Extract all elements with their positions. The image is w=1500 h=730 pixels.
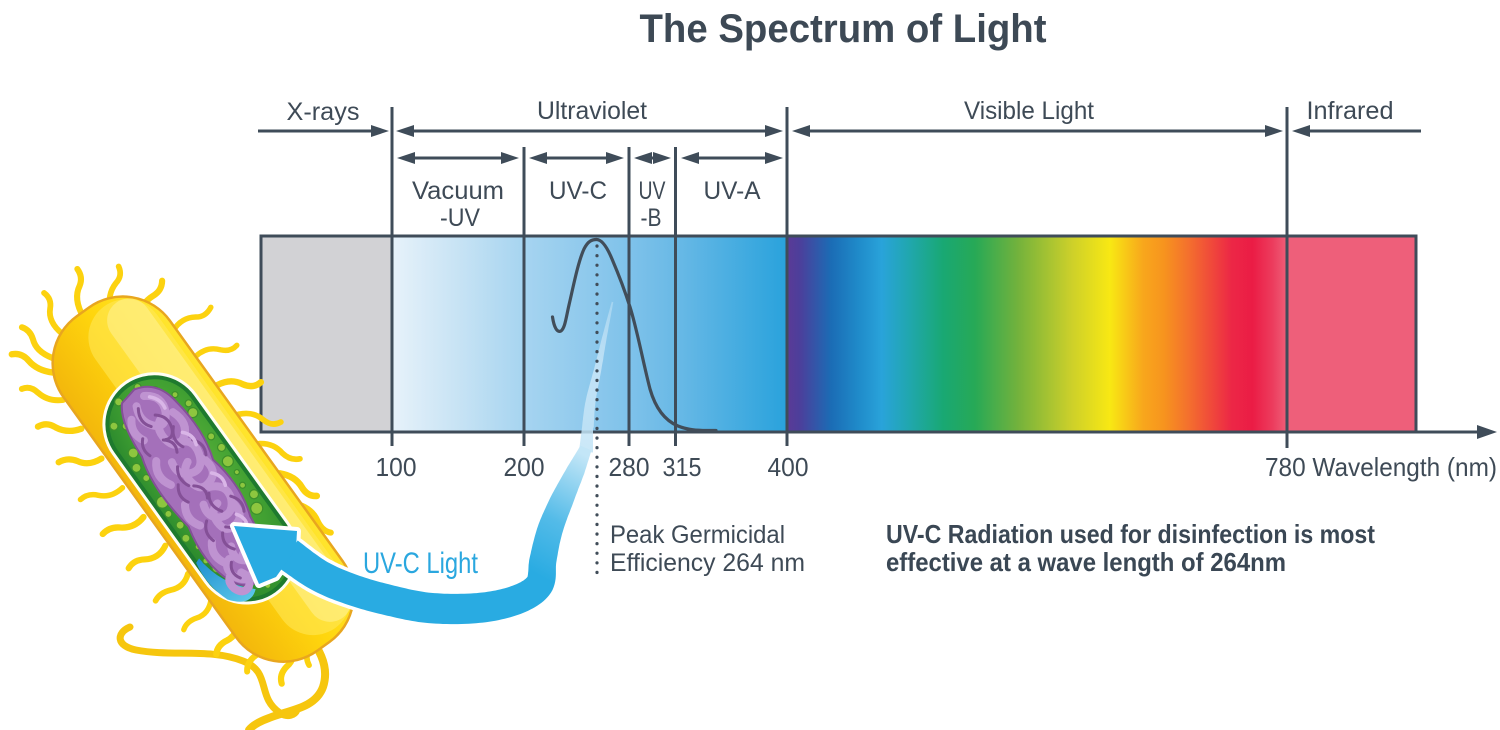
- svg-text:Vacuum: Vacuum: [412, 177, 504, 205]
- svg-text:315: 315: [663, 452, 702, 482]
- svg-text:280: 280: [609, 452, 650, 482]
- svg-text:Peak Germicidal: Peak Germicidal: [610, 521, 785, 549]
- svg-text:Ultraviolet: Ultraviolet: [537, 97, 647, 125]
- svg-text:Infrared: Infrared: [1307, 97, 1394, 125]
- svg-text:UV-C Radiation used for disinf: UV-C Radiation used for disinfection is …: [886, 519, 1375, 549]
- svg-text:Visible Light: Visible Light: [964, 97, 1094, 125]
- svg-text:UV: UV: [639, 177, 666, 205]
- svg-text:100: 100: [376, 452, 417, 482]
- svg-text:400: 400: [768, 452, 809, 482]
- svg-text:UV-A: UV-A: [704, 177, 761, 205]
- svg-text:The Spectrum of Light: The Spectrum of Light: [640, 7, 1047, 51]
- svg-text:200: 200: [504, 452, 545, 482]
- svg-text:effective at a wave length of: effective at a wave length of 264nm: [886, 547, 1286, 577]
- svg-text:UV-C: UV-C: [549, 177, 607, 205]
- svg-text:UV-C Light: UV-C Light: [363, 547, 479, 580]
- svg-text:-UV: -UV: [440, 204, 480, 232]
- svg-text:-B: -B: [641, 204, 662, 232]
- svg-text:Efficiency 264 nm: Efficiency 264 nm: [610, 549, 805, 577]
- svg-text:780 Wavelength (nm): 780 Wavelength (nm): [1265, 452, 1497, 482]
- svg-text:X-rays: X-rays: [287, 98, 360, 126]
